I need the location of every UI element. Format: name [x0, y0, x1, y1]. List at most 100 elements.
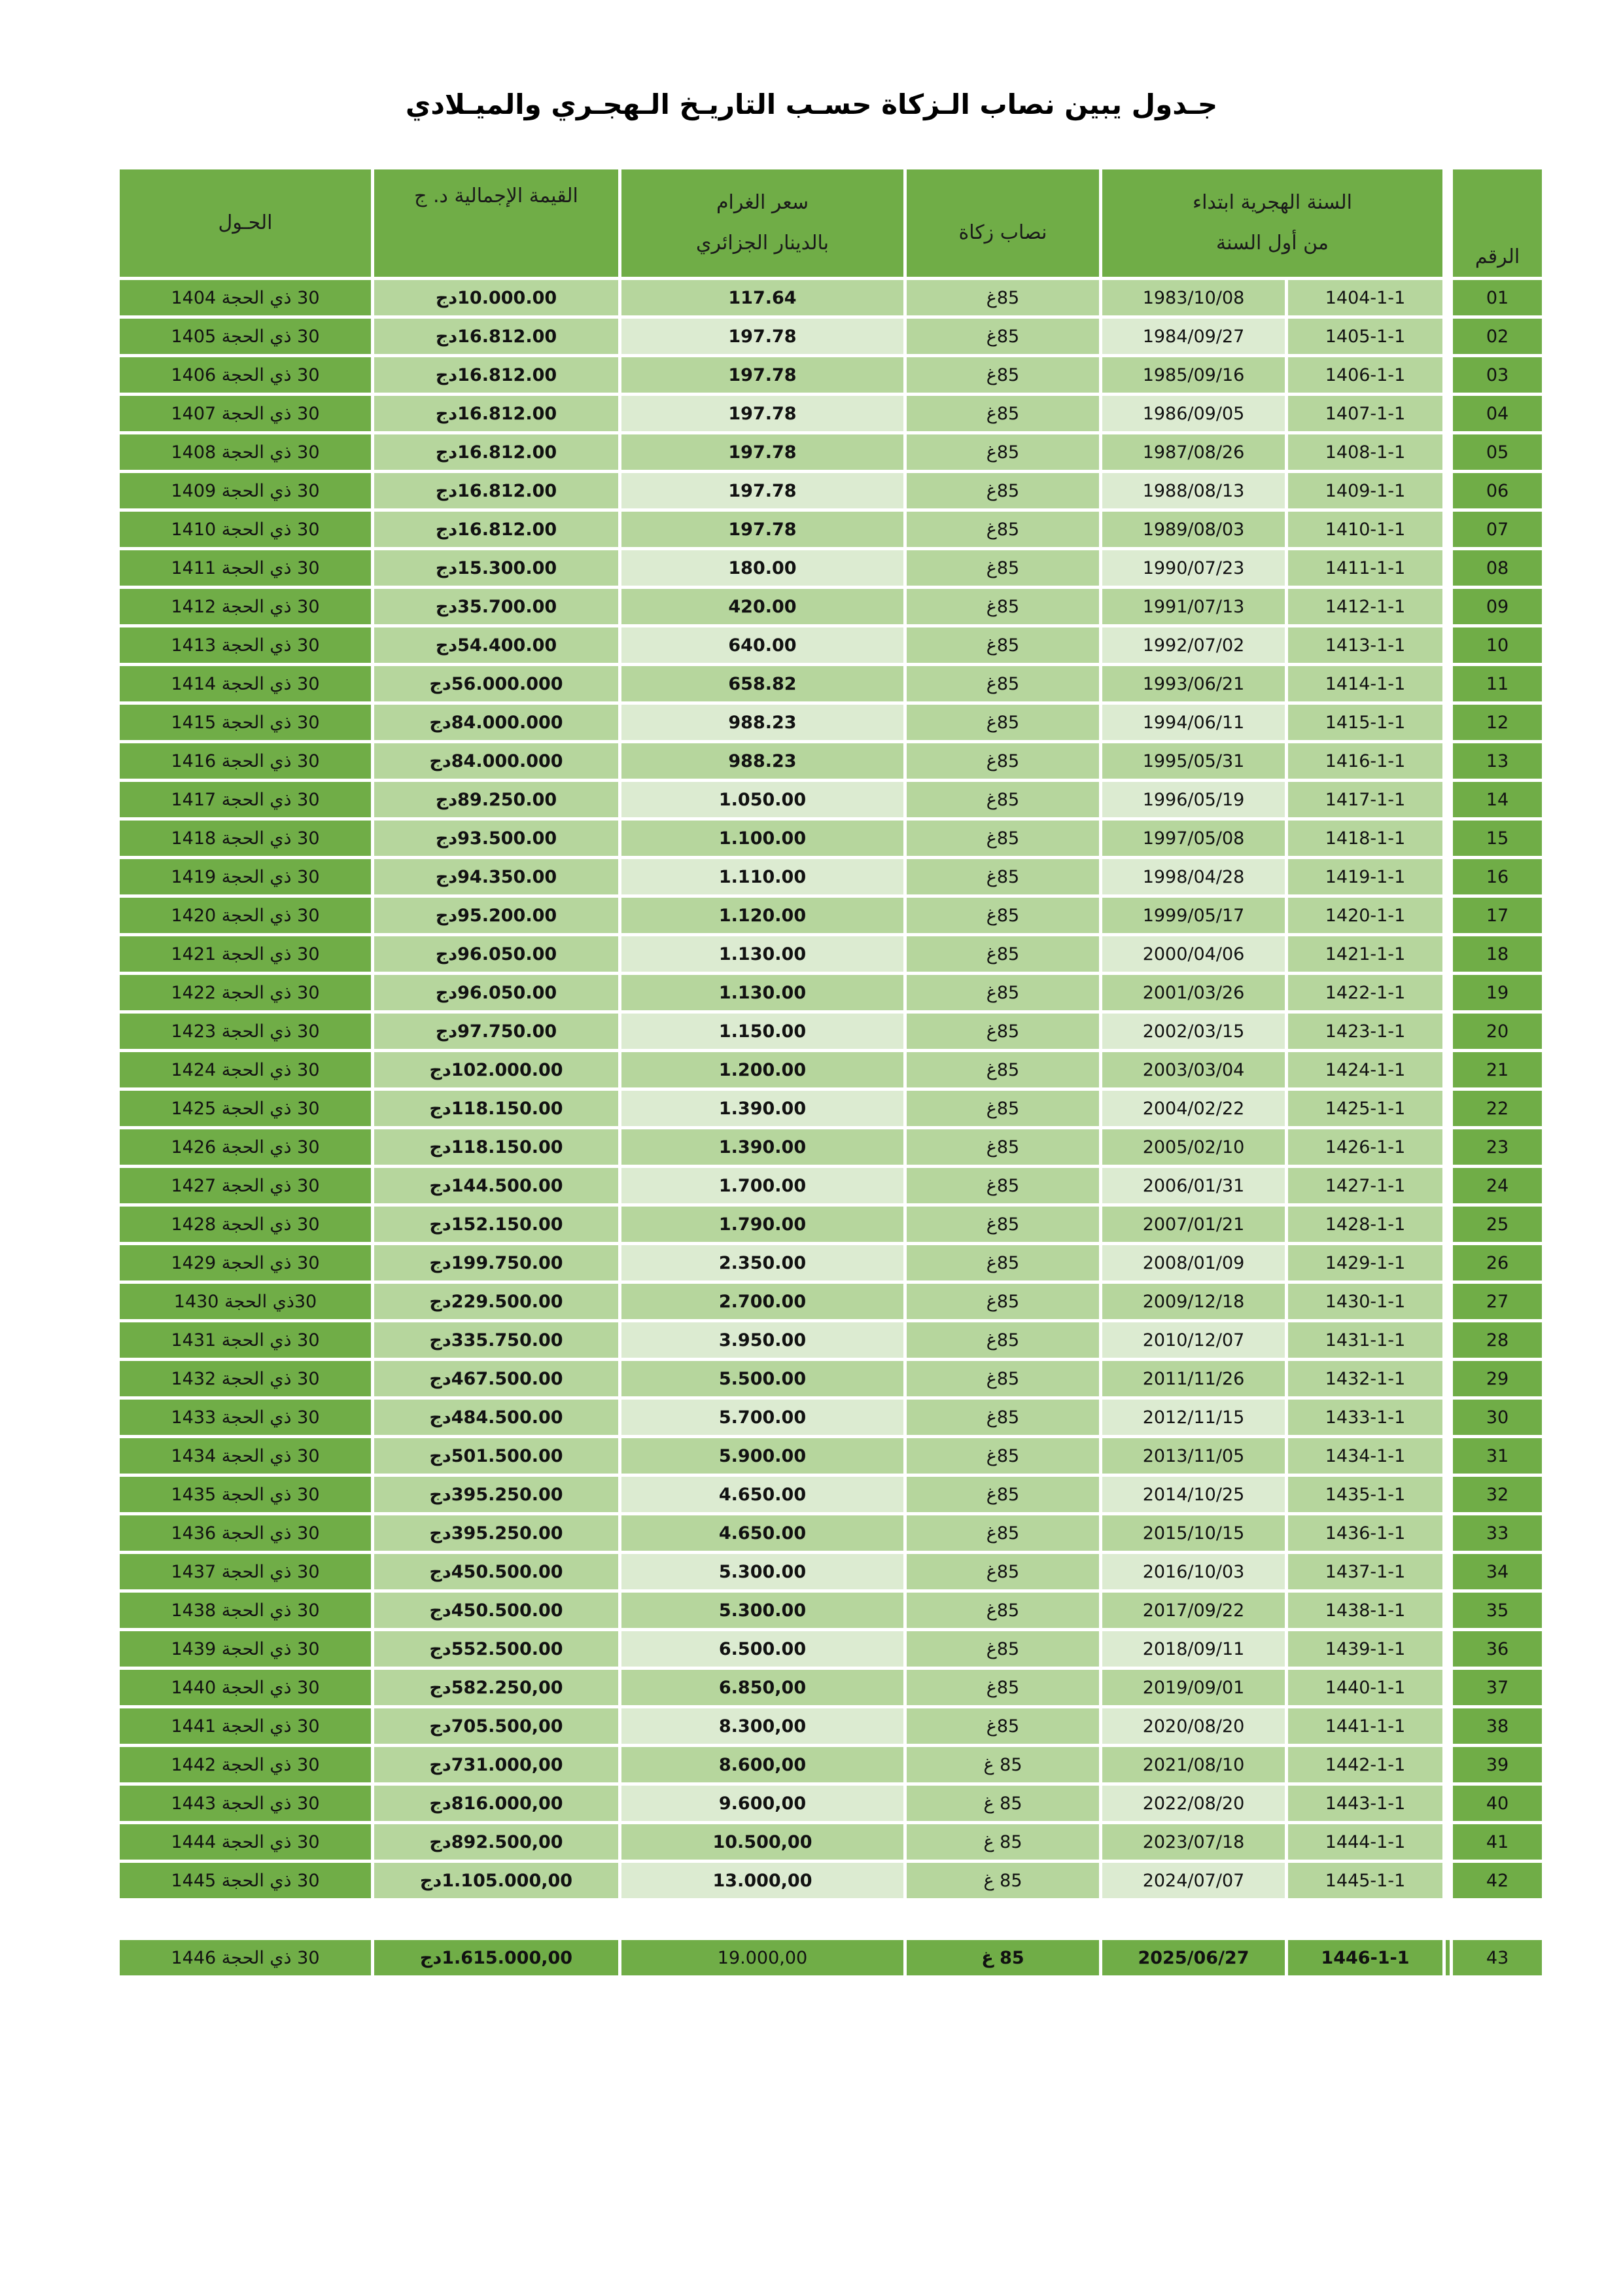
hijri-date-cell: 1419-1-1 — [1288, 859, 1442, 894]
table-row: 14 1417-1-1 1996/05/19 85غ 1.050.00 89.250.00… — [120, 782, 1542, 817]
total-value-cell: 10.000.00دج — [374, 280, 618, 315]
gram-price-cell: 5.300.00 — [621, 1593, 903, 1628]
hawl-date-cell: 30 ذي الحجة 1425 — [120, 1091, 371, 1126]
header-price-line1: سعر الغرام — [716, 191, 809, 214]
row-number-cell: 35 — [1453, 1593, 1542, 1628]
gram-price-cell: 1.700.00 — [621, 1168, 903, 1203]
nisab-weight-cell: 85غ — [907, 782, 1099, 817]
row-number-cell: 37 — [1453, 1670, 1542, 1705]
nisab-weight-cell: 85غ — [907, 1361, 1099, 1396]
column-gap-cell — [1446, 1168, 1450, 1203]
total-value-cell: 229.500.00دج — [374, 1284, 618, 1319]
hawl-date-cell: 30 ذي الحجة 1441 — [120, 1708, 371, 1744]
nisab-weight-cell: 85غ — [907, 319, 1099, 354]
nisab-weight-cell: 85غ — [907, 1708, 1099, 1744]
row-number-cell: 12 — [1453, 705, 1542, 740]
nisab-weight-cell: 85غ — [907, 1593, 1099, 1628]
total-value-cell: 84.000.000دج — [374, 743, 618, 779]
hijri-date-cell: 1409-1-1 — [1288, 473, 1442, 508]
nisab-weight-cell: 85غ — [907, 936, 1099, 972]
gram-price-cell: 1.130.00 — [621, 936, 903, 972]
gram-price-cell: 180.00 — [621, 550, 903, 586]
gregorian-date-cell: 2018/09/11 — [1102, 1631, 1285, 1667]
total-value-cell: 731.000,00دج — [374, 1747, 618, 1782]
hijri-date-cell: 1432-1-1 — [1288, 1361, 1442, 1396]
gregorian-date-cell: 2024/07/07 — [1102, 1863, 1285, 1898]
table-row: 40 1443-1-1 2022/08/20 85 غ 9.600,00 816.000,… — [120, 1786, 1542, 1821]
table-row: 18 1421-1-1 2000/04/06 85غ 1.130.00 96.050.00… — [120, 936, 1542, 972]
gram-price-cell: 4.650.00 — [621, 1477, 903, 1512]
nisab-weight-cell: 85غ — [907, 743, 1099, 779]
header-total-value: القيمة الإجمالية د. ج — [374, 169, 618, 277]
gram-price-cell: 117.64 — [621, 280, 903, 315]
header-number-label: الرقم — [1475, 245, 1520, 268]
row-number-cell: 32 — [1453, 1477, 1542, 1512]
nisab-weight-cell: 85 غ — [907, 1863, 1099, 1898]
nisab-weight-cell: 85غ — [907, 975, 1099, 1010]
gregorian-date-cell: 1993/06/21 — [1102, 666, 1285, 701]
nisab-weight-cell: 85غ — [907, 512, 1099, 547]
column-gap-cell — [1446, 1014, 1450, 1049]
gregorian-date-cell: 2009/12/18 — [1102, 1284, 1285, 1319]
gram-price-cell: 3.950.00 — [621, 1322, 903, 1358]
gram-price-cell: 6.500.00 — [621, 1631, 903, 1667]
gregorian-date-cell: 2001/03/26 — [1102, 975, 1285, 1010]
hijri-date-cell: 1412-1-1 — [1288, 589, 1442, 624]
row-number-cell: 19 — [1453, 975, 1542, 1010]
hijri-date-cell: 1415-1-1 — [1288, 705, 1442, 740]
column-gap-cell — [1446, 1554, 1450, 1589]
hijri-date-cell: 1446-1-1 — [1288, 1940, 1442, 1975]
header-nisab: نصاب زكاة — [907, 169, 1099, 277]
gram-price-cell: 2.350.00 — [621, 1245, 903, 1280]
column-gap-cell — [1446, 821, 1450, 856]
column-gap-cell — [1446, 1863, 1450, 1898]
nisab-weight-cell: 85 غ — [907, 1940, 1099, 1975]
row-number-cell: 34 — [1453, 1554, 1542, 1589]
row-spacer — [120, 1901, 1542, 1937]
total-value-cell: 56.000.000دج — [374, 666, 618, 701]
column-gap-cell — [1446, 859, 1450, 894]
row-number-cell: 16 — [1453, 859, 1542, 894]
total-value-cell: 15.300.00دج — [374, 550, 618, 586]
hawl-date-cell: 30 ذي الحجة 1444 — [120, 1824, 371, 1860]
gram-price-cell: 658.82 — [621, 666, 903, 701]
table-row: 31 1434-1-1 2013/11/05 85غ 5.900.00 501.500.0… — [120, 1438, 1542, 1474]
row-number-cell: 31 — [1453, 1438, 1542, 1474]
table-row: 38 1441-1-1 2020/08/20 85غ 8.300,00 705.500,0… — [120, 1708, 1542, 1744]
gram-price-cell: 5.900.00 — [621, 1438, 903, 1474]
total-value-cell: 16.812.00دج — [374, 319, 618, 354]
total-value-cell: 501.500.00دج — [374, 1438, 618, 1474]
row-number-cell: 28 — [1453, 1322, 1542, 1358]
gram-price-cell: 1.390.00 — [621, 1091, 903, 1126]
total-value-cell: 16.812.00دج — [374, 434, 618, 470]
header-nisab-label: نصاب زكاة — [958, 221, 1047, 244]
column-gap-cell — [1446, 1400, 1450, 1435]
gregorian-date-cell: 2004/02/22 — [1102, 1091, 1285, 1126]
hijri-date-cell: 1438-1-1 — [1288, 1593, 1442, 1628]
table-row: 15 1418-1-1 1997/05/08 85غ 1.100.00 93.500.00… — [120, 821, 1542, 856]
hawl-date-cell: 30 ذي الحجة 1424 — [120, 1052, 371, 1087]
hawl-date-cell: 30 ذي الحجة 1408 — [120, 434, 371, 470]
column-gap-cell — [1446, 936, 1450, 972]
column-gap-cell — [1446, 1786, 1450, 1821]
spacer-cell — [120, 1901, 1542, 1937]
total-value-cell: 582.250,00دج — [374, 1670, 618, 1705]
gram-price-cell: 2.700.00 — [621, 1284, 903, 1319]
hijri-date-cell: 1445-1-1 — [1288, 1863, 1442, 1898]
column-gap-cell — [1446, 1052, 1450, 1087]
gram-price-cell: 5.700.00 — [621, 1400, 903, 1435]
total-value-cell: 484.500.00دج — [374, 1400, 618, 1435]
gregorian-date-cell: 2010/12/07 — [1102, 1322, 1285, 1358]
nisab-weight-cell: 85غ — [907, 666, 1099, 701]
hawl-date-cell: 30 ذي الحجة 1433 — [120, 1400, 371, 1435]
row-number-cell: 08 — [1453, 550, 1542, 586]
column-gap-cell — [1446, 782, 1450, 817]
column-gap-cell — [1446, 1940, 1450, 1975]
total-value-cell: 94.350.00دج — [374, 859, 618, 894]
total-value-cell: 450.500.00دج — [374, 1554, 618, 1589]
total-value-cell: 144.500.00دج — [374, 1168, 618, 1203]
hijri-date-cell: 1441-1-1 — [1288, 1708, 1442, 1744]
gram-price-cell: 6.850,00 — [621, 1670, 903, 1705]
hawl-date-cell: 30 ذي الحجة 1416 — [120, 743, 371, 779]
zakat-nisab-table: الرقم السنة الهجرية ابتداء من أول السنة … — [116, 166, 1545, 1979]
